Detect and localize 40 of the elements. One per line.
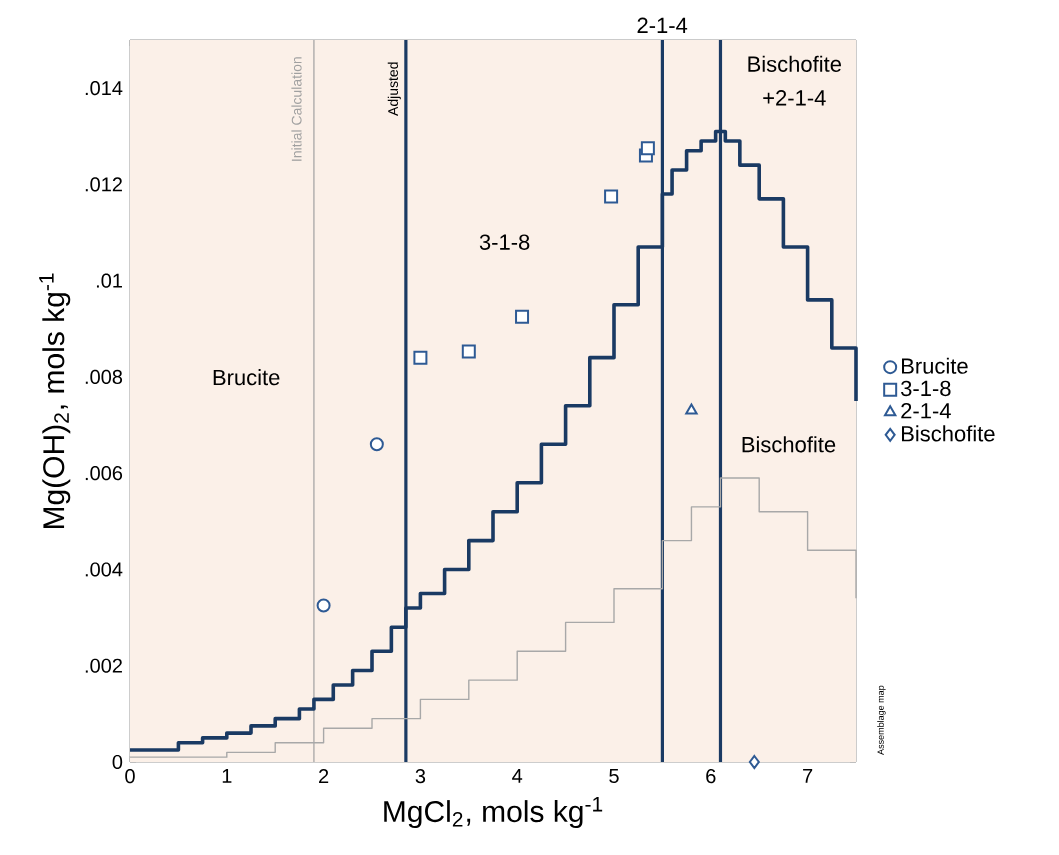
legend-label: 3-1-8 [901,380,951,397]
x-tick-label: 7 [803,769,813,783]
annotation: 3-1-8 [479,234,530,250]
y-tick-label: .01 [96,273,122,288]
x-tick-label: 0 [125,769,135,784]
point [316,598,331,613]
y-tick-label: .002 [85,658,122,673]
point [369,437,384,452]
text: 2-1-4 [637,17,688,33]
point [640,141,655,156]
annotation: Bischofite [742,436,836,453]
y-tick-label: .004 [85,562,123,577]
ref-line-label: Adjusted [387,62,401,116]
point [413,350,428,365]
x-tick-label: 1 [222,769,232,783]
annotation: Bischofite [748,55,841,72]
x-tick-label: 5 [609,769,619,783]
x-axis-title: MgCl$_{2}$, mols kg$^{-1}$ [384,796,603,829]
y-tick-label: 0 [112,754,123,770]
y-tick-label: .006 [85,466,123,481]
point [515,309,530,324]
x-tick-label: 4 [512,769,523,783]
annotation: Brucite [213,369,280,386]
point [685,403,698,415]
x-tick-label: 6 [706,769,716,784]
annotation: +2-1-4 [763,90,826,106]
point [748,754,760,769]
text: Assemblage map [877,685,886,755]
y-tick-label: .014 [85,81,123,96]
x-tick-label: 3 [415,769,426,784]
x-tick-label: 2 [319,769,329,784]
ref-line-label: Initial Calculation [291,57,302,161]
legend-label: Bischofite [902,425,995,442]
legend-label: 2-1-4 [901,403,951,419]
point [604,189,619,204]
y-tick-label: .012 [85,177,122,192]
y-axis-title: Mg(OH)$_{2}$, mols kg$^{-1}$ [39,273,71,529]
legend-label: Brucite [902,357,968,374]
y-tick-label: .008 [85,369,123,384]
point [461,344,476,359]
